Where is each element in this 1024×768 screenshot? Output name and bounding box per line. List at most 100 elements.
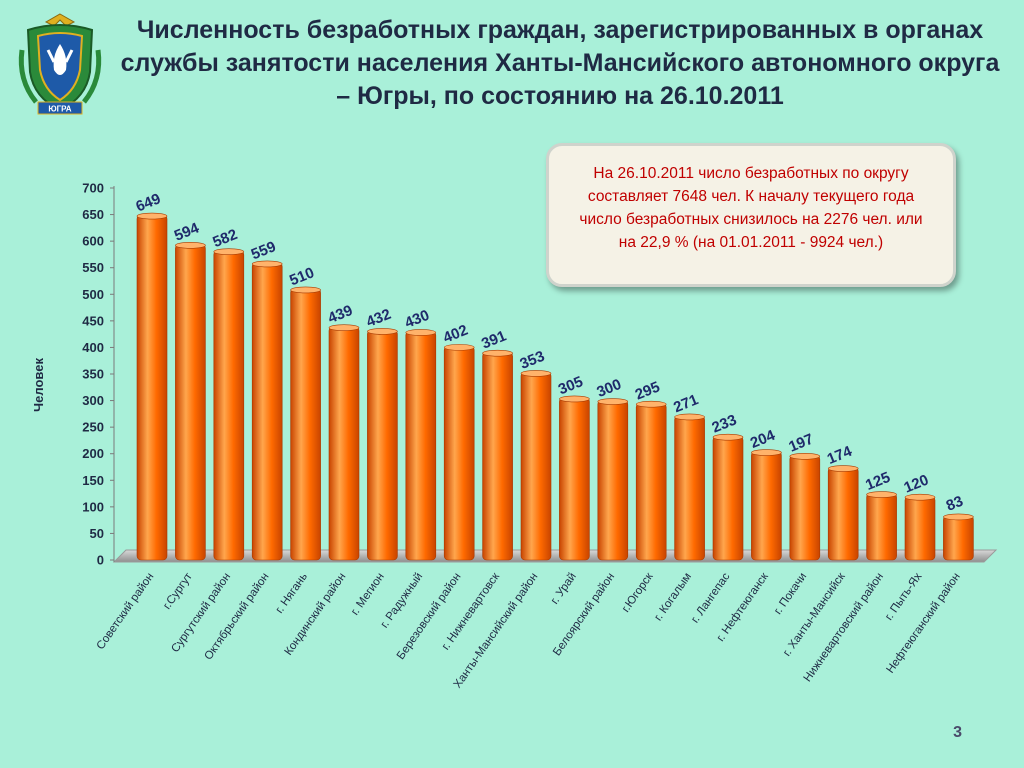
bar	[482, 351, 513, 561]
y-tick-label: 100	[82, 499, 104, 514]
page-number: 3	[953, 724, 962, 741]
bar	[674, 415, 705, 561]
x-category-label: Ханты-Мансийский район	[452, 571, 541, 691]
bar-value-label: 559	[249, 238, 279, 263]
bar	[520, 372, 552, 561]
bar-value-label: 649	[134, 190, 164, 215]
bar	[751, 451, 782, 561]
y-tick-label: 400	[82, 340, 104, 355]
summary-callout-text: На 26.10.2011 число безработных по округ…	[579, 165, 923, 251]
x-category-label: г. Лангепас	[689, 571, 732, 626]
bar-top	[213, 248, 245, 256]
bar-top	[328, 324, 360, 332]
bar	[635, 402, 667, 561]
slide-title: Численность безработных граждан, зарегис…	[120, 16, 1000, 110]
x-category-label: г.Югорск	[620, 570, 656, 615]
bar-top	[405, 329, 437, 336]
x-category-label: г. Пыть-Ях	[883, 571, 924, 623]
bar-top	[136, 212, 168, 220]
bar-top	[866, 491, 897, 498]
bar-top	[367, 328, 398, 335]
bar	[789, 455, 821, 561]
bar-top	[674, 413, 705, 421]
bar-value-label: 430	[402, 307, 432, 332]
y-tick-label: 600	[82, 234, 104, 249]
y-tick-label: 650	[82, 207, 104, 222]
bar-top	[712, 433, 744, 441]
bar-value-label: 391	[479, 327, 509, 352]
x-category-label: Нижневартовский район	[802, 571, 886, 684]
bar	[712, 435, 744, 561]
x-category-label: г. Урай	[549, 571, 579, 607]
bar-top	[751, 449, 782, 456]
bar	[443, 346, 475, 561]
chart-floor	[112, 549, 998, 563]
bar-value-label: 582	[210, 226, 240, 251]
bar-value-label: 295	[633, 378, 663, 403]
bar-top	[789, 453, 821, 460]
bar-value-label: 197	[786, 431, 816, 456]
bar-top	[290, 286, 321, 294]
bar-top	[175, 242, 206, 249]
bar-top	[559, 395, 590, 403]
summary-callout-box: На 26.10.2011 число безработных по округ…	[546, 143, 956, 287]
bar-value-label: 120	[902, 471, 932, 496]
bar	[175, 244, 206, 561]
y-tick-label: 300	[82, 393, 104, 408]
y-tick-label: 550	[82, 260, 104, 275]
bar-value-label: 432	[364, 306, 394, 331]
bar-top	[597, 398, 629, 405]
bar-value-label: 402	[441, 322, 471, 347]
bar-value-label: 353	[518, 348, 548, 373]
x-category-label: Советский район	[95, 571, 157, 652]
x-category-label: г. Покачи	[772, 571, 809, 617]
y-tick-label: 350	[82, 367, 104, 382]
bar	[136, 214, 168, 561]
bar-top	[482, 349, 513, 357]
bar	[559, 397, 590, 561]
bar-value-label: 174	[825, 443, 855, 468]
bar-top	[520, 370, 552, 377]
bar	[367, 330, 398, 561]
bar	[904, 495, 936, 561]
bar-value-label: 305	[556, 373, 586, 398]
y-tick-label: 500	[82, 287, 104, 302]
bar	[328, 326, 360, 561]
bar	[943, 515, 974, 561]
y-tick-label: 0	[97, 553, 104, 568]
bar	[866, 493, 897, 561]
bar	[597, 400, 629, 561]
bar-top	[827, 465, 859, 472]
bar-value-label: 594	[172, 219, 202, 244]
y-tick-label: 450	[82, 313, 104, 328]
bar-top	[443, 344, 475, 351]
bar-top	[251, 260, 283, 268]
y-tick-label: 700	[82, 181, 104, 196]
x-category-label: Нефтеюганский район	[884, 571, 962, 676]
bar-value-label: 510	[287, 264, 317, 289]
y-tick-label: 50	[90, 526, 104, 541]
bar-value-label: 300	[594, 376, 624, 401]
y-tick-label: 200	[82, 446, 104, 461]
bar-value-label: 233	[710, 411, 740, 436]
x-category-label: г. Мегион	[349, 571, 387, 618]
emblem-ribbon-text: ЮГРА	[48, 105, 71, 114]
y-axis-title: Человек	[31, 358, 46, 412]
bar-top	[635, 400, 667, 408]
bar-value-label: 271	[671, 391, 701, 416]
coat-of-arms-emblem: ЮГРА	[18, 13, 102, 115]
y-tick-label: 150	[82, 473, 104, 488]
x-category-label: г. Нягань	[274, 571, 310, 616]
bar	[290, 288, 321, 561]
bar-value-label: 204	[748, 427, 778, 452]
bar	[827, 467, 859, 561]
bar-top	[943, 513, 974, 521]
bar	[213, 250, 245, 561]
bar-top	[904, 493, 936, 501]
bar-value-label: 83	[944, 493, 966, 515]
bar	[405, 331, 437, 561]
bar	[251, 262, 283, 561]
x-category-label: г.Сургут	[161, 570, 195, 611]
y-tick-label: 250	[82, 420, 104, 435]
x-category-label: г. Когалым	[652, 571, 694, 623]
